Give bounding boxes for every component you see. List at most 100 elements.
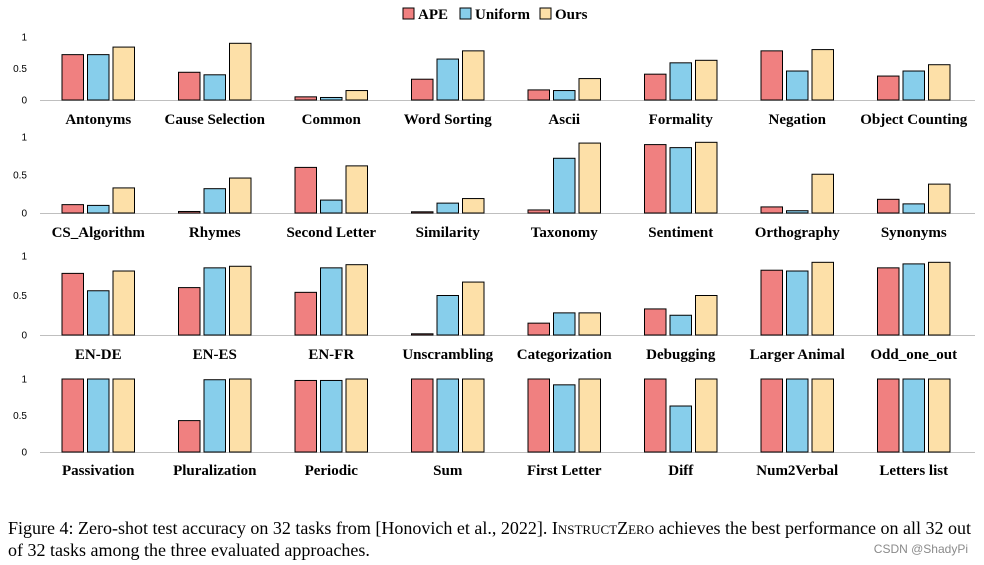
- bar-ours-pluralization: [229, 378, 252, 453]
- category-label: Odd_one_out: [870, 347, 957, 363]
- bar-uniform-taxonomy: [553, 157, 576, 214]
- bar-ape-negation: [760, 50, 783, 101]
- bar-uniform-en-fr: [320, 267, 343, 336]
- bar-ours-similarity: [462, 198, 485, 214]
- y-tick-label: 0: [21, 331, 27, 342]
- bar-ape-diff: [644, 378, 667, 453]
- category-label: Synonyms: [881, 225, 947, 241]
- bar-uniform-object-counting: [902, 70, 925, 101]
- bar-uniform-categorization: [553, 312, 576, 336]
- legend-label-uniform: Uniform: [475, 7, 530, 23]
- bar-ape-en-fr: [294, 291, 317, 336]
- bar-uniform-antonyms: [87, 54, 110, 101]
- bar-ours-first-letter: [578, 378, 601, 453]
- bar-uniform-sum: [436, 378, 459, 453]
- bar-ours-categorization: [578, 312, 601, 336]
- bar-ape-ascii: [527, 89, 550, 101]
- bar-ape-unscrambling: [411, 333, 434, 336]
- bar-ours-antonyms: [112, 46, 135, 101]
- bar-ape-orthography: [760, 206, 783, 214]
- bar-ape-common: [294, 96, 317, 101]
- panel-1: 0 0.5 1 Antonyms Cause Selection Common Word S…: [13, 33, 975, 128]
- category-label: Word Sorting: [404, 112, 492, 128]
- panel-2: 0 0.5 1 CS_Algorithm Rhymes Second Letter Simi…: [13, 133, 975, 241]
- category-label: Sum: [433, 463, 463, 479]
- bar-ours-rhymes: [229, 177, 252, 214]
- category-label: Letters list: [879, 463, 948, 479]
- bar-ours-negation: [811, 49, 834, 101]
- category-label: Antonyms: [65, 112, 131, 128]
- bar-ape-word-sorting: [411, 78, 434, 101]
- bar-ape-first-letter: [527, 378, 550, 453]
- y-tick-label: 0.5: [13, 291, 27, 302]
- category-label: Larger Animal: [750, 347, 845, 363]
- bar-ours-object-counting: [928, 64, 951, 101]
- bar-ours-diff: [695, 378, 718, 453]
- y-tick-label: 0.5: [13, 64, 27, 75]
- category-label: Negation: [769, 112, 827, 128]
- bar-ape-sentiment: [644, 144, 667, 214]
- bar-uniform-num2verbal: [786, 378, 809, 453]
- bar-ours-num2verbal: [811, 378, 834, 453]
- bar-ours-cs-algorithm: [112, 187, 135, 214]
- bar-uniform-ascii: [553, 90, 576, 101]
- legend-label-ours: Ours: [555, 7, 588, 23]
- category-label: Unscrambling: [402, 347, 493, 363]
- bar-uniform-first-letter: [553, 384, 576, 453]
- bar-ape-object-counting: [877, 75, 900, 101]
- caption-method-name: InstructZero: [551, 518, 655, 538]
- bar-ours-letters-list: [928, 378, 951, 453]
- bar-ours-taxonomy: [578, 142, 601, 214]
- bar-ours-en-fr: [345, 264, 368, 336]
- y-tick-label: 0.5: [13, 171, 27, 182]
- bar-uniform-en-es: [203, 267, 226, 336]
- y-tick-label: 0.5: [13, 411, 27, 422]
- bar-ape-formality: [644, 73, 667, 101]
- bar-uniform-en-de: [87, 290, 110, 336]
- bar-ape-debugging: [644, 308, 667, 336]
- category-label: Object Counting: [860, 112, 968, 128]
- bar-uniform-similarity: [436, 202, 459, 214]
- category-label: Passivation: [62, 463, 135, 479]
- category-label: EN-DE: [75, 347, 122, 363]
- bar-ape-cause-selection: [178, 71, 201, 101]
- category-label: Num2Verbal: [756, 463, 838, 479]
- category-label: Debugging: [646, 347, 716, 363]
- bar-uniform-pluralization: [203, 379, 226, 453]
- category-label: Sentiment: [648, 225, 713, 241]
- bar-uniform-debugging: [669, 314, 692, 336]
- category-label: Common: [302, 112, 362, 128]
- bar-ape-similarity: [411, 211, 434, 214]
- bar-uniform-sentiment: [669, 147, 692, 214]
- bar-ape-en-es: [178, 287, 201, 336]
- category-label: Cause Selection: [165, 112, 266, 128]
- bar-uniform-larger-animal: [786, 270, 809, 336]
- bar-uniform-periodic: [320, 379, 343, 453]
- bar-ape-cs-algorithm: [61, 204, 84, 214]
- bar-uniform-odd-one-out: [902, 263, 925, 336]
- bar-ape-larger-animal: [760, 269, 783, 336]
- bar-uniform-second-letter: [320, 199, 343, 214]
- bar-chart-grid: APE Uniform Ours 0 0.5 1 Antonyms Cause Select…: [13, 7, 975, 479]
- bar-ape-synonyms: [877, 198, 900, 214]
- bar-ours-larger-animal: [811, 261, 834, 336]
- bar-ape-periodic: [294, 379, 317, 453]
- legend-swatch-ape: [402, 7, 415, 20]
- y-tick-label: 0: [21, 448, 27, 459]
- bar-ape-passivation: [61, 378, 84, 453]
- bar-ours-formality: [695, 59, 718, 101]
- bar-uniform-orthography: [786, 210, 809, 214]
- bar-ours-orthography: [811, 173, 834, 214]
- bar-ape-letters-list: [877, 378, 900, 453]
- y-tick-label: 1: [21, 133, 27, 144]
- legend-swatch-uniform: [459, 7, 472, 20]
- bar-uniform-diff: [669, 405, 692, 453]
- category-label: Ascii: [548, 112, 580, 128]
- bar-ours-en-es: [229, 265, 252, 336]
- category-label: CS_Algorithm: [52, 225, 146, 241]
- category-label: Similarity: [416, 225, 481, 241]
- bar-ape-rhymes: [178, 210, 201, 214]
- bar-ape-taxonomy: [527, 209, 550, 214]
- y-tick-label: 1: [21, 375, 27, 386]
- bar-ours-odd-one-out: [928, 261, 951, 336]
